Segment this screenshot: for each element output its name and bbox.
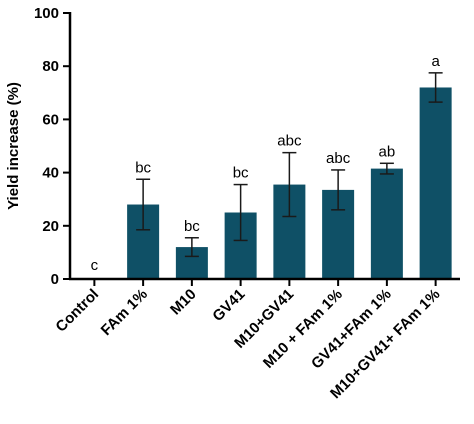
x-tick-label: FAm 1%	[98, 286, 151, 339]
significance-label: c	[91, 257, 99, 274]
y-tick-label: 20	[42, 218, 59, 235]
significance-label: bc	[135, 159, 151, 176]
significance-label: abc	[326, 150, 351, 167]
significance-label: bc	[184, 218, 200, 235]
y-tick-label: 0	[51, 271, 59, 288]
y-tick-label: 40	[42, 165, 59, 182]
y-tick-label: 60	[42, 111, 59, 128]
y-axis: 0 20 40 60 80 100	[34, 5, 72, 288]
significance-label: abc	[277, 133, 302, 150]
y-axis-label: Yield increase (%)	[5, 82, 22, 210]
significance-label: a	[431, 53, 440, 70]
significance-label: bc	[233, 165, 249, 182]
x-tick-label: Control	[52, 286, 102, 336]
y-tick-label: 100	[34, 5, 59, 22]
significance-label: ab	[379, 143, 396, 160]
bar	[419, 87, 452, 279]
x-tick-label: GV41	[209, 286, 248, 325]
significance-labels: c bc bc bc abc abc ab a	[91, 53, 441, 274]
bar	[370, 168, 403, 279]
y-tick-label: 80	[42, 58, 59, 75]
x-tick-label: M10	[167, 286, 200, 319]
error-bars	[136, 72, 443, 258]
